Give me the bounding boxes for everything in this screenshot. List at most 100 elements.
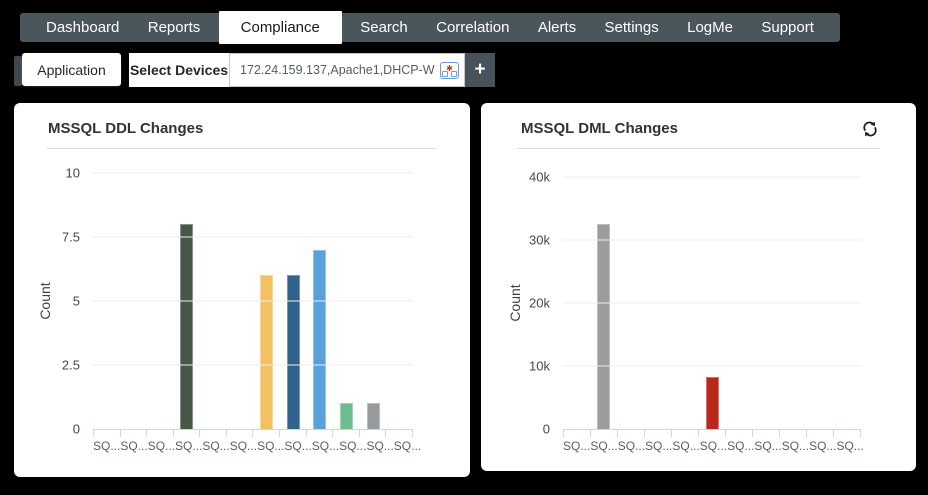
x-tick-cell — [645, 430, 672, 437]
bar[interactable] — [339, 403, 353, 429]
gridline — [93, 172, 413, 174]
tab-search[interactable]: Search — [360, 19, 408, 36]
y-tick-label: 20k — [529, 295, 550, 311]
tab-reports[interactable]: Reports — [147, 19, 201, 36]
x-axis-labels: SQ... SQ... SQ... SQ... SQ... SQ... SQ... SQ...… — [93, 439, 421, 453]
x-tick-label: SQ... — [147, 439, 176, 453]
x-tick-label: SQ... — [699, 439, 728, 453]
divider — [47, 148, 437, 149]
x-tick-cell — [227, 430, 254, 437]
x-tick-cell — [618, 430, 645, 437]
y-tick-label: 40k — [529, 169, 550, 185]
refresh-icon[interactable] — [862, 121, 878, 137]
y-tick-label: 10k — [529, 358, 550, 374]
x-tick-cell — [280, 430, 307, 437]
bar[interactable] — [366, 403, 380, 429]
tab-correlation[interactable]: Correlation — [436, 19, 510, 36]
tab-settings[interactable]: Settings — [604, 19, 659, 36]
y-tick-label: 2.5 — [61, 357, 80, 373]
x-tick-cell — [307, 430, 334, 437]
x-tick-cell — [591, 430, 618, 437]
dml-chart-title: MSSQL DML Changes — [521, 120, 678, 137]
x-tick-label: SQ... — [809, 439, 837, 453]
x-tick-cell — [386, 430, 413, 437]
x-tick-cell — [726, 430, 753, 437]
gridline — [563, 176, 861, 178]
x-tick-label: SQ... — [93, 439, 121, 453]
top-nav: Dashboard Reports Compliance Search Corr… — [20, 11, 840, 44]
x-tick-label: SQ... — [781, 439, 810, 453]
bar[interactable] — [286, 275, 300, 429]
x-tick-label: SQ... — [120, 439, 148, 453]
x-tick-cell — [807, 430, 834, 437]
x-tick-cell — [672, 430, 699, 437]
x-tick-cell — [753, 430, 780, 437]
x-tick-label: SQ... — [836, 439, 864, 453]
x-tick-cell — [147, 430, 174, 437]
x-tick-label: SQ... — [366, 439, 394, 453]
tab-dashboard[interactable]: Dashboard — [46, 19, 120, 36]
y-tick-label: 7.5 — [61, 229, 80, 245]
tab-alerts[interactable]: Alerts — [537, 19, 577, 36]
x-tick-cell — [121, 430, 148, 437]
x-tick-label: SQ... — [339, 439, 367, 453]
x-tick-cell — [360, 430, 387, 437]
y-tick-label: 0 — [72, 421, 80, 437]
bar-slot — [590, 177, 617, 429]
bar-slot — [698, 177, 725, 429]
x-axis-ticks — [93, 429, 413, 437]
bar[interactable] — [597, 224, 611, 429]
application-tab-button[interactable]: Application — [22, 53, 121, 86]
x-tick-label: SQ... — [311, 439, 340, 453]
gridline — [93, 300, 413, 302]
device-picker-icon[interactable]: ✱ — [440, 61, 459, 79]
x-tick-label: SQ... — [754, 439, 782, 453]
x-tick-label: SQ... — [257, 439, 285, 453]
y-axis-label: Count — [507, 284, 523, 322]
devices-input-value[interactable]: 172.24.159.137,Apache1,DHCP-Wind — [240, 63, 435, 77]
bar[interactable] — [179, 224, 193, 429]
ddl-bar-chart: Count 0 2.5 5 7.5 10 SQ... SQ... SQ... SQ... SQ.… — [14, 166, 470, 454]
bar-slot — [173, 173, 200, 429]
bar[interactable] — [313, 249, 327, 429]
filter-tab-edge — [14, 56, 22, 86]
dml-changes-panel: MSSQL DML Changes Count 0 10k 20k 30k 40k SQ… — [481, 103, 916, 471]
y-tick-label: 10 — [65, 165, 80, 181]
bar[interactable] — [705, 376, 719, 429]
gridline — [563, 365, 861, 367]
gridline — [93, 364, 413, 366]
x-tick-cell — [834, 430, 861, 437]
devices-input[interactable]: 172.24.159.137,Apache1,DHCP-Wind ✱ — [229, 53, 465, 87]
bar-slot — [360, 173, 387, 429]
x-tick-cell — [333, 430, 360, 437]
x-tick-label: SQ... — [672, 439, 700, 453]
divider — [517, 148, 880, 149]
bar[interactable] — [259, 275, 273, 429]
gridline — [563, 239, 861, 241]
add-device-button[interactable]: + — [465, 53, 495, 87]
tab-compliance[interactable]: Compliance — [218, 11, 342, 44]
gridline — [93, 236, 413, 238]
gridline — [563, 302, 861, 304]
x-axis-ticks — [563, 429, 861, 437]
ddl-chart-title: MSSQL DDL Changes — [48, 120, 204, 137]
x-tick-label: SQ... — [202, 439, 230, 453]
x-tick-label: SQ... — [590, 439, 618, 453]
x-tick-cell — [564, 430, 591, 437]
plot-area: Count 0 2.5 5 7.5 10 — [37, 166, 413, 437]
bar-slot — [306, 173, 333, 429]
tab-logme[interactable]: LogMe — [687, 19, 733, 36]
select-devices-label: Select Devices — [129, 53, 229, 87]
x-tick-label: SQ... — [727, 439, 755, 453]
x-axis-labels: SQ... SQ... SQ... SQ... SQ... SQ... SQ... SQ...… — [563, 439, 864, 453]
bars — [93, 173, 413, 429]
x-tick-label: SQ... — [393, 439, 422, 453]
y-tick-label: 5 — [72, 293, 80, 309]
x-tick-label: SQ... — [645, 439, 673, 453]
x-tick-label: SQ... — [284, 439, 312, 453]
bar-slot — [333, 173, 360, 429]
tab-support[interactable]: Support — [761, 19, 814, 36]
y-tick-label: 30k — [529, 232, 550, 248]
y-axis-label: Count — [37, 282, 53, 320]
